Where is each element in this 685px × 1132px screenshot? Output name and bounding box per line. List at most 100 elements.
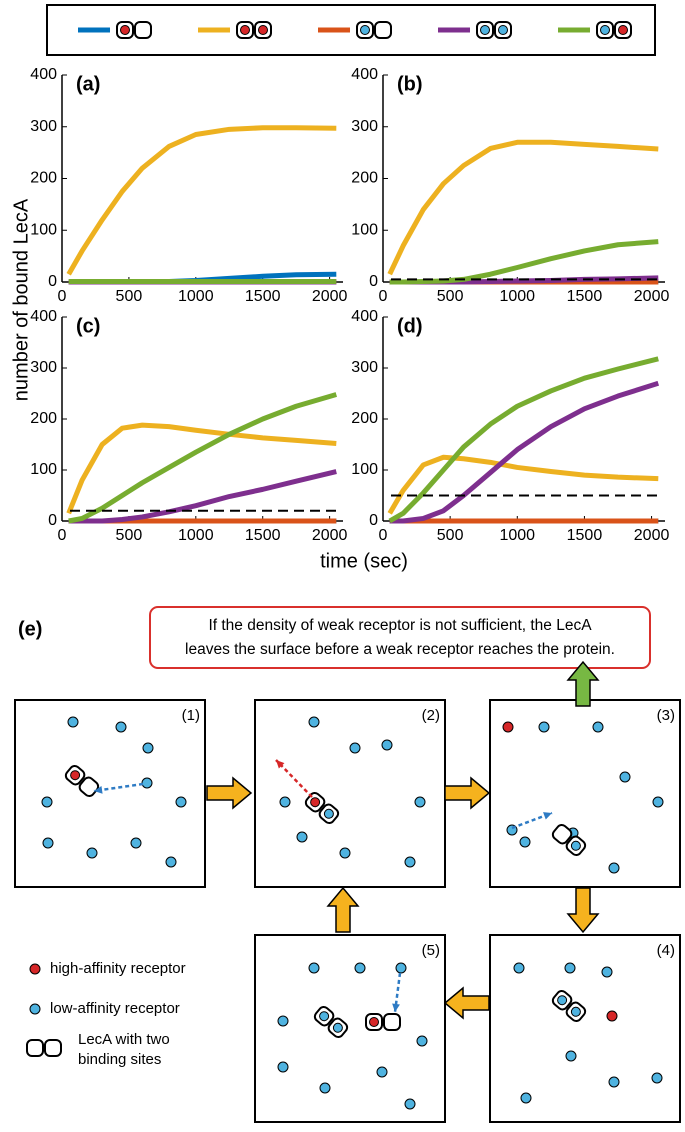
x-tick-label: 1500 <box>567 288 603 305</box>
y-tick-label: 100 <box>30 221 57 238</box>
lecA-icon <box>365 1013 401 1031</box>
legend-label: LecA with two <box>78 1031 170 1048</box>
series-line <box>388 356 659 524</box>
receptor <box>319 1082 331 1094</box>
receptor <box>502 721 514 733</box>
x-tick-label: 1500 <box>567 527 603 544</box>
lecA-icon <box>64 764 100 798</box>
receptor <box>279 796 291 808</box>
step-label: (1) <box>182 707 200 724</box>
receptor <box>557 995 568 1006</box>
series-line <box>387 139 659 276</box>
step-arrow <box>326 886 360 933</box>
series-line <box>387 454 659 515</box>
move-arrow <box>275 759 313 798</box>
receptor <box>29 1003 41 1015</box>
step-box <box>489 699 681 888</box>
receptor <box>570 840 581 851</box>
binding-site <box>134 21 152 39</box>
receptor <box>601 966 613 978</box>
y-tick-label: 100 <box>351 461 378 478</box>
binding-site <box>26 1039 44 1057</box>
receptor <box>120 25 130 35</box>
receptor <box>498 25 508 35</box>
binding-site <box>374 21 392 39</box>
y-tick-label: 0 <box>369 512 378 529</box>
x-tick-label: 0 <box>379 527 388 544</box>
receptor <box>395 962 407 974</box>
receptor <box>296 831 308 843</box>
step-label: (3) <box>657 707 675 724</box>
panel-title: (e) <box>18 618 42 640</box>
receptor <box>369 1017 379 1027</box>
legend-label: low-affinity receptor <box>50 1000 180 1017</box>
note-line: If the density of weak receptor is not s… <box>208 617 592 634</box>
receptor <box>404 856 416 868</box>
receptor <box>600 25 610 35</box>
lecA-icon <box>551 989 587 1023</box>
series-line <box>389 380 660 524</box>
x-tick-label: 0 <box>58 288 67 305</box>
x-tick-label: 1000 <box>178 527 214 544</box>
receptor <box>565 1050 577 1062</box>
step-arrow <box>566 660 600 707</box>
receptor <box>175 796 187 808</box>
step-arrow <box>444 776 491 810</box>
lecA-icon <box>476 21 512 39</box>
y-tick-label: 400 <box>351 308 378 325</box>
x-axis-label: time (sec) <box>320 550 408 572</box>
panel-title: (c) <box>76 315 100 337</box>
receptor <box>592 721 604 733</box>
receptor <box>240 25 250 35</box>
receptor <box>608 1076 620 1088</box>
receptor <box>41 796 53 808</box>
y-tick-label: 0 <box>369 273 378 290</box>
receptor <box>414 796 426 808</box>
y-tick-label: 200 <box>351 410 378 427</box>
lecA-icon <box>116 21 152 39</box>
receptor <box>619 771 631 783</box>
receptor <box>130 837 142 849</box>
receptor <box>376 1066 388 1078</box>
receptor <box>651 1072 663 1084</box>
receptor <box>308 962 320 974</box>
lecA-icon <box>313 1005 349 1039</box>
receptor <box>42 837 54 849</box>
receptor <box>349 742 361 754</box>
x-tick-label: 500 <box>116 527 143 544</box>
step-arrow <box>443 986 490 1020</box>
y-tick-label: 0 <box>48 512 57 529</box>
step-label: (4) <box>657 942 675 959</box>
x-tick-label: 1000 <box>499 288 535 305</box>
receptor <box>513 962 525 974</box>
receptor <box>404 1098 416 1110</box>
receptor <box>339 847 351 859</box>
step-box <box>14 699 206 888</box>
receptor <box>319 1011 330 1022</box>
arrow-head <box>543 812 552 820</box>
series-line <box>66 125 337 276</box>
lecA-icon <box>356 21 392 39</box>
step-box <box>254 699 446 888</box>
y-tick-label: 300 <box>351 118 378 135</box>
x-tick-label: 1000 <box>499 527 535 544</box>
binding-site <box>44 1039 62 1057</box>
arrow-head <box>276 760 285 769</box>
step-box <box>254 934 446 1123</box>
x-tick-label: 1500 <box>245 288 281 305</box>
receptor <box>141 777 153 789</box>
receptor <box>67 716 79 728</box>
receptor <box>308 716 320 728</box>
y-tick-label: 400 <box>351 66 378 83</box>
receptor <box>332 1022 343 1033</box>
series-line <box>68 469 337 524</box>
move-arrow <box>93 782 144 793</box>
x-tick-label: 1000 <box>178 288 214 305</box>
step-arrow <box>206 776 253 810</box>
y-tick-label: 0 <box>48 273 57 290</box>
receptor <box>538 721 550 733</box>
series-line <box>66 422 337 515</box>
lecA-icon <box>236 21 272 39</box>
